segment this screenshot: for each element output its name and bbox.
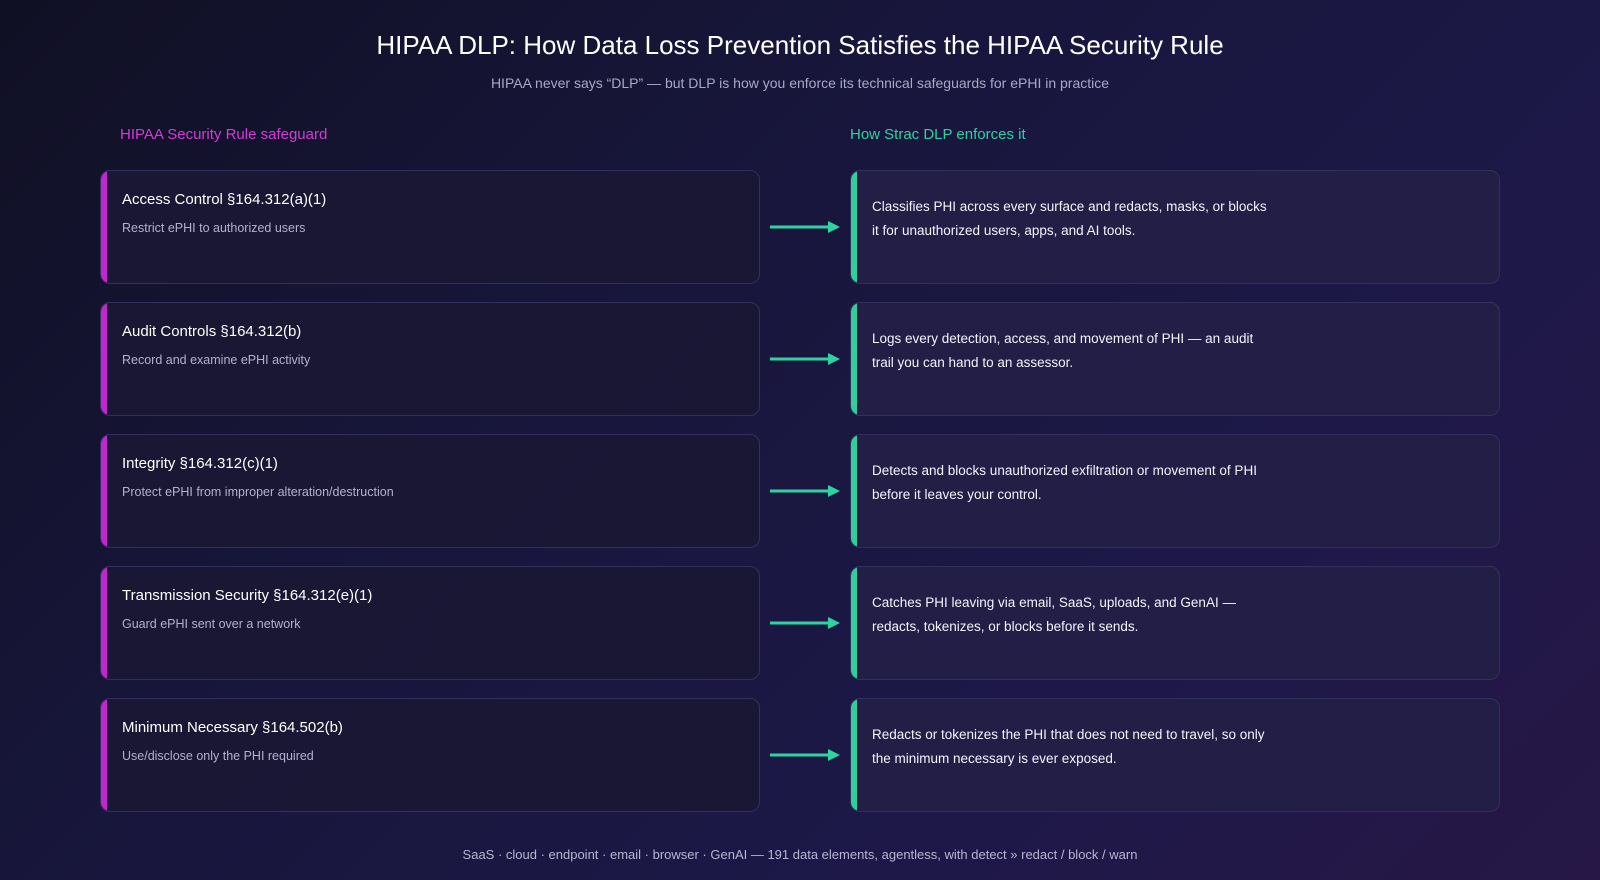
- enforcement-accent-bar: [851, 171, 857, 283]
- safeguard-row: Access Control §164.312(a)(1) Restrict e…: [100, 170, 1500, 286]
- enforcement-column-header: How Strac DLP enforces it: [850, 126, 1026, 143]
- safeguard-description: Record and examine ePHI activity: [122, 353, 311, 367]
- enforcement-text: Redacts or tokenizes the PHI that does n…: [872, 727, 1265, 766]
- safeguard-description: Restrict ePHI to authorized users: [122, 221, 306, 235]
- safeguard-row: Integrity §164.312(c)(1) Protect ePHI fr…: [100, 434, 1500, 550]
- enforcement-accent-bar: [851, 567, 857, 679]
- safeguard-card: Minimum Necessary §164.502(b) Use/disclo…: [100, 698, 760, 812]
- right-arrow-icon: [770, 617, 840, 629]
- footer-note: SaaS · cloud · endpoint · email · browse…: [462, 847, 1138, 862]
- safeguard-accent-bar: [101, 567, 107, 679]
- enforcement-accent-bar: [851, 303, 857, 415]
- safeguard-card: Access Control §164.312(a)(1) Restrict e…: [100, 170, 760, 284]
- safeguard-rows: Access Control §164.312(a)(1) Restrict e…: [100, 170, 1500, 830]
- safeguard-description: Use/disclose only the PHI required: [122, 749, 314, 763]
- page-title: HIPAA DLP: How Data Loss Prevention Sati…: [376, 30, 1224, 60]
- enforcement-text: Detects and blocks unauthorized exfiltra…: [872, 463, 1257, 502]
- safeguard-accent-bar: [101, 699, 107, 811]
- enforcement-text: Classifies PHI across every surface and …: [872, 199, 1267, 238]
- safeguard-column-header: HIPAA Security Rule safeguard: [120, 126, 328, 143]
- safeguard-accent-bar: [101, 435, 107, 547]
- safeguard-accent-bar: [101, 171, 107, 283]
- safeguard-name: Audit Controls §164.312(b): [122, 323, 302, 340]
- safeguard-name: Access Control §164.312(a)(1): [122, 191, 327, 208]
- safeguard-card: Integrity §164.312(c)(1) Protect ePHI fr…: [100, 434, 760, 548]
- safeguard-description: Protect ePHI from improper alteration/de…: [122, 485, 394, 499]
- right-arrow-icon: [770, 221, 840, 233]
- safeguard-name: Minimum Necessary §164.502(b): [122, 719, 343, 736]
- enforcement-card: Detects and blocks unauthorized exfiltra…: [850, 434, 1500, 548]
- enforcement-card: Classifies PHI across every surface and …: [850, 170, 1500, 284]
- safeguard-row: Minimum Necessary §164.502(b) Use/disclo…: [100, 698, 1500, 814]
- safeguard-accent-bar: [101, 303, 107, 415]
- right-arrow-icon: [770, 485, 840, 497]
- enforcement-text: Catches PHI leaving via email, SaaS, upl…: [872, 595, 1236, 634]
- right-arrow-icon: [770, 749, 840, 761]
- enforcement-card: Logs every detection, access, and moveme…: [850, 302, 1500, 416]
- safeguard-row: Audit Controls §164.312(b) Record and ex…: [100, 302, 1500, 418]
- page-subtitle: HIPAA never says “DLP” — but DLP is how …: [490, 75, 1110, 91]
- enforcement-accent-bar: [851, 699, 857, 811]
- safeguard-description: Guard ePHI sent over a network: [122, 617, 301, 631]
- enforcement-accent-bar: [851, 435, 857, 547]
- safeguard-row: Transmission Security §164.312(e)(1) Gua…: [100, 566, 1500, 682]
- safeguard-card: Audit Controls §164.312(b) Record and ex…: [100, 302, 760, 416]
- enforcement-card: Redacts or tokenizes the PHI that does n…: [850, 698, 1500, 812]
- safeguard-name: Transmission Security §164.312(e)(1): [122, 587, 373, 604]
- enforcement-card: Catches PHI leaving via email, SaaS, upl…: [850, 566, 1500, 680]
- right-arrow-icon: [770, 353, 840, 365]
- safeguard-name: Integrity §164.312(c)(1): [122, 455, 278, 472]
- enforcement-text: Logs every detection, access, and moveme…: [872, 331, 1254, 370]
- safeguard-card: Transmission Security §164.312(e)(1) Gua…: [100, 566, 760, 680]
